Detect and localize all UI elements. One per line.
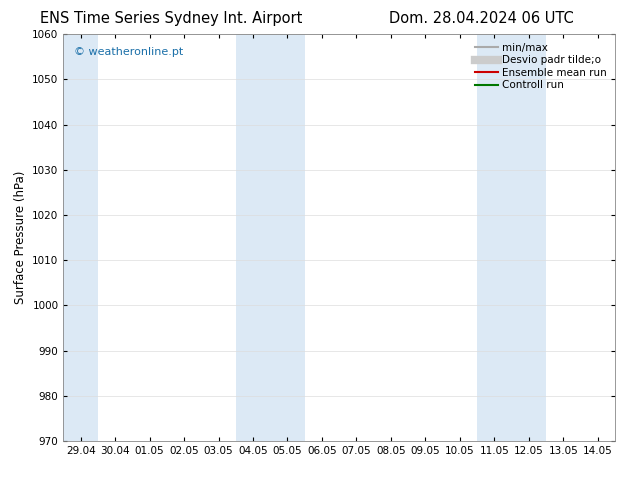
Legend: min/max, Desvio padr tilde;o, Ensemble mean run, Controll run: min/max, Desvio padr tilde;o, Ensemble m… xyxy=(472,40,610,94)
Text: ENS Time Series Sydney Int. Airport: ENS Time Series Sydney Int. Airport xyxy=(40,11,302,26)
Text: Dom. 28.04.2024 06 UTC: Dom. 28.04.2024 06 UTC xyxy=(389,11,574,26)
Y-axis label: Surface Pressure (hPa): Surface Pressure (hPa) xyxy=(14,171,27,304)
Text: © weatheronline.pt: © weatheronline.pt xyxy=(74,47,184,56)
Bar xyxy=(236,34,305,441)
Bar xyxy=(63,34,98,441)
Bar xyxy=(477,34,546,441)
